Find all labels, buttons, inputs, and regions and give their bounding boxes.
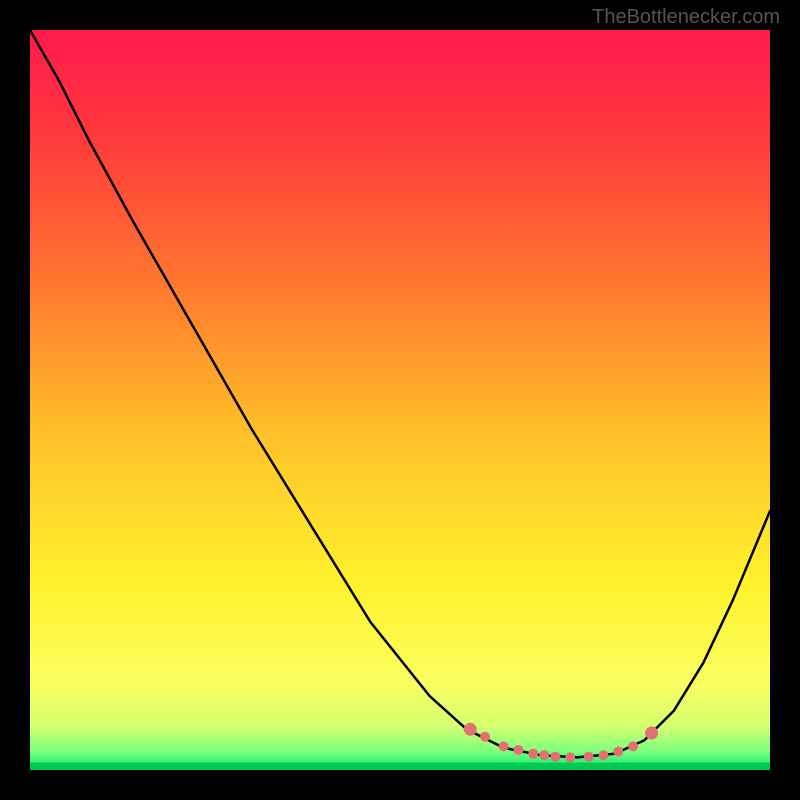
data-dot xyxy=(499,741,509,751)
data-dot xyxy=(539,750,549,760)
data-dot xyxy=(550,752,560,762)
chart-svg xyxy=(30,30,770,770)
watermark-text: TheBottlenecker.com xyxy=(592,6,780,29)
data-dot xyxy=(584,752,594,762)
data-dot xyxy=(645,727,658,740)
chart-area xyxy=(30,30,770,770)
data-dot xyxy=(565,752,575,762)
data-dot xyxy=(513,745,523,755)
data-dot xyxy=(480,732,490,742)
data-dot xyxy=(628,741,638,751)
bottom-band xyxy=(30,763,770,770)
data-dot xyxy=(464,723,477,736)
data-dot xyxy=(613,747,623,757)
data-dot xyxy=(528,749,538,759)
data-dot xyxy=(599,750,609,760)
